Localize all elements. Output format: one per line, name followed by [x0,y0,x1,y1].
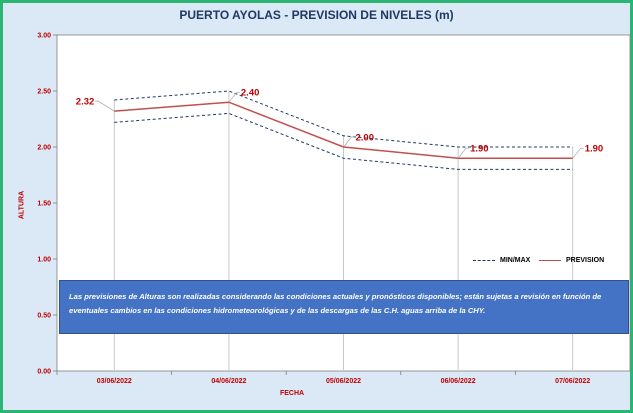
legend-label-minmax: MIN/MAX [500,256,531,264]
legend-swatch-minmax [473,259,495,261]
x-tick-label: 06/06/2022 [441,378,476,385]
x-tick-label: 07/06/2022 [555,378,590,385]
legend-item-prevision: PREVISION [539,254,604,266]
data-label-leader [343,136,355,148]
y-tick-label: 0.50 [37,313,51,320]
x-axis-title: FECHA [279,390,305,397]
data-label: 1.90 [470,144,489,155]
data-label: 1.90 [585,144,604,155]
y-tick-label: 2.00 [37,145,51,152]
x-tick-label: 03/06/2022 [97,378,132,385]
data-label-leader [95,100,115,112]
x-tick-label: 05/06/2022 [326,378,361,385]
legend-item-minmax: MIN/MAX [473,254,530,266]
x-tick-label: 04/06/2022 [211,378,246,385]
chart-title: PUERTO AYOLAS - PREVISION DE NIVELES (m) [179,8,454,22]
y-tick-label: 3.00 [37,33,51,40]
y-tick-label: 0.00 [37,369,51,376]
data-label-leader [457,147,470,159]
legend-label-prevision: PREVISION [566,256,605,264]
legend-swatch-prevision [539,259,561,261]
series-line-min [114,112,573,170]
data-label: 2.32 [76,97,95,108]
data-label-leader [572,147,584,159]
data-label-leader [228,91,240,103]
data-label: 2.40 [241,88,260,99]
data-label: 2.00 [356,133,375,144]
y-tick-label: 2.50 [37,89,51,96]
y-tick-label: 1.50 [37,201,51,208]
disclaimer-note: Las previsiones de Alturas son realizada… [59,280,629,334]
series-line-max [114,90,573,148]
y-tick-label: 1.00 [37,257,51,264]
